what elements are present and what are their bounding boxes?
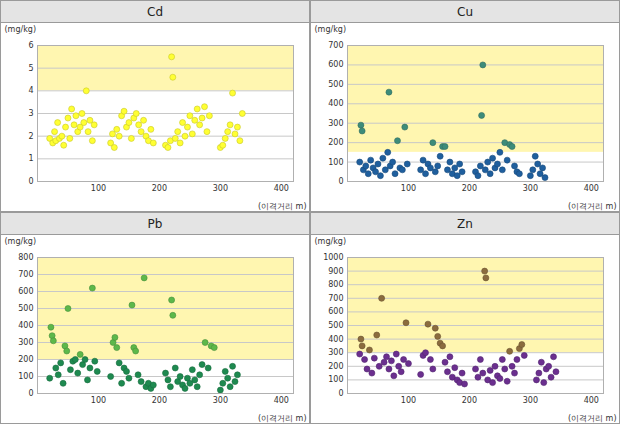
- svg-text:100: 100: [328, 158, 343, 167]
- svg-text:200: 200: [328, 138, 343, 147]
- svg-text:(이격거리 m): (이격거리 m): [258, 202, 307, 211]
- svg-text:500: 500: [328, 321, 343, 330]
- svg-text:100: 100: [328, 375, 343, 384]
- svg-text:(이격거리 m): (이격거리 m): [258, 414, 307, 423]
- html-text:Cd: Cd: [147, 5, 163, 19]
- svg-text:300: 300: [213, 184, 228, 193]
- svg-text:100: 100: [91, 396, 106, 405]
- svg-text:900: 900: [328, 267, 343, 276]
- svg-text:5: 5: [28, 64, 33, 73]
- svg-text:(mg/kg): (mg/kg): [315, 237, 347, 246]
- svg-text:400: 400: [328, 99, 343, 108]
- svg-text:100: 100: [401, 396, 416, 405]
- svg-text:600: 600: [328, 60, 343, 69]
- svg-text:300: 300: [213, 396, 228, 405]
- svg-text:1000: 1000: [323, 253, 343, 262]
- svg-text:500: 500: [18, 304, 33, 313]
- svg-text:500: 500: [328, 80, 343, 89]
- svg-text:(mg/kg): (mg/kg): [5, 25, 37, 34]
- svg-text:200: 200: [462, 396, 477, 405]
- svg-text:2: 2: [28, 132, 33, 141]
- svg-text:400: 400: [584, 184, 599, 193]
- svg-text:300: 300: [328, 348, 343, 357]
- svg-text:0: 0: [28, 177, 33, 186]
- svg-text:800: 800: [18, 253, 33, 262]
- svg-text:3: 3: [28, 109, 33, 118]
- svg-text:700: 700: [328, 294, 343, 303]
- svg-text:200: 200: [152, 396, 167, 405]
- svg-text:4: 4: [28, 86, 33, 95]
- svg-text:700: 700: [18, 270, 33, 279]
- svg-text:1: 1: [28, 154, 33, 163]
- svg-text:700: 700: [328, 41, 343, 50]
- svg-text:400: 400: [328, 335, 343, 344]
- svg-text:(mg/kg): (mg/kg): [5, 237, 37, 246]
- svg-text:200: 200: [328, 362, 343, 371]
- svg-text:300: 300: [523, 396, 538, 405]
- svg-text:400: 400: [274, 396, 289, 405]
- svg-text:0: 0: [28, 389, 33, 398]
- svg-text:(이격거리 m): (이격거리 m): [568, 202, 617, 211]
- html-text:Pb: Pb: [147, 217, 163, 231]
- svg-text:200: 200: [152, 184, 167, 193]
- svg-text:600: 600: [328, 307, 343, 316]
- svg-text:100: 100: [401, 184, 416, 193]
- svg-text:(이격거리 m): (이격거리 m): [568, 414, 617, 423]
- html-text:Cu: Cu: [457, 5, 473, 19]
- svg-text:400: 400: [274, 184, 289, 193]
- svg-text:300: 300: [328, 119, 343, 128]
- svg-text:100: 100: [91, 184, 106, 193]
- html-text:Zn: Zn: [457, 217, 473, 231]
- svg-text:0: 0: [338, 177, 343, 186]
- svg-text:6: 6: [28, 41, 33, 50]
- svg-text:200: 200: [462, 184, 477, 193]
- svg-text:100: 100: [18, 372, 33, 381]
- svg-text:600: 600: [18, 287, 33, 296]
- svg-text:400: 400: [584, 396, 599, 405]
- svg-text:0: 0: [338, 389, 343, 398]
- svg-text:200: 200: [18, 355, 33, 364]
- svg-text:400: 400: [18, 321, 33, 330]
- svg-text:(mg/kg): (mg/kg): [315, 25, 347, 34]
- svg-text:300: 300: [18, 338, 33, 347]
- svg-text:800: 800: [328, 280, 343, 289]
- svg-text:300: 300: [523, 184, 538, 193]
